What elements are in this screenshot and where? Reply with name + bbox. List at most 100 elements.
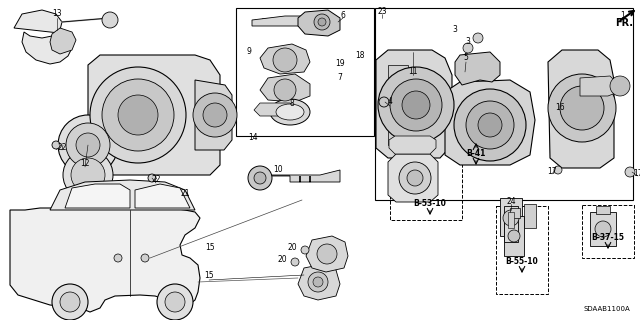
Circle shape [508,230,520,242]
Circle shape [466,101,514,149]
Circle shape [148,174,156,182]
Polygon shape [298,10,340,36]
Circle shape [273,48,297,72]
Text: 11: 11 [408,68,418,76]
Circle shape [66,123,110,167]
Circle shape [478,113,502,137]
Text: 6: 6 [340,11,346,20]
Text: 1: 1 [621,11,625,20]
Circle shape [248,166,272,190]
Polygon shape [10,208,200,312]
Circle shape [318,18,326,26]
Circle shape [399,162,431,194]
Text: 16: 16 [555,103,565,113]
Text: 22: 22 [151,175,161,185]
Text: FR.: FR. [615,18,633,28]
Bar [282,18,287,22]
Polygon shape [50,180,195,210]
Bar [236,8,374,136]
Polygon shape [270,170,340,182]
Circle shape [254,172,266,184]
Polygon shape [388,154,438,202]
Bar [388,65,408,145]
Circle shape [595,221,611,237]
Circle shape [157,284,193,320]
Bar [272,18,277,22]
Polygon shape [445,80,535,165]
Circle shape [390,79,442,131]
Text: B-41: B-41 [467,148,486,157]
Text: 5: 5 [463,53,468,62]
Text: B-53-10: B-53-10 [413,199,447,209]
Circle shape [473,33,483,43]
Circle shape [203,103,227,127]
Polygon shape [135,184,190,208]
Circle shape [118,95,158,135]
Circle shape [52,141,60,149]
Circle shape [52,284,88,320]
Circle shape [58,115,118,175]
Bar [262,18,267,22]
Ellipse shape [270,99,310,125]
Text: 12: 12 [80,159,90,169]
Text: 17: 17 [633,170,640,179]
Text: 18: 18 [355,52,365,60]
Circle shape [402,91,430,119]
Circle shape [76,133,100,157]
Circle shape [291,258,299,266]
Circle shape [71,158,105,192]
Polygon shape [389,136,436,154]
Polygon shape [50,28,76,54]
Polygon shape [260,44,310,74]
Text: SDAAB1100A: SDAAB1100A [583,306,630,312]
Text: 17: 17 [547,167,557,177]
Text: 7: 7 [337,74,342,83]
Circle shape [560,86,604,130]
Circle shape [102,12,118,28]
Text: 14: 14 [248,133,258,142]
Polygon shape [376,50,452,158]
Polygon shape [260,74,310,102]
Bar [390,148,462,220]
Text: 20: 20 [277,255,287,265]
Circle shape [193,93,237,137]
Text: 4: 4 [388,98,392,107]
Circle shape [378,67,454,143]
Text: B-55-10: B-55-10 [506,258,538,267]
Circle shape [314,14,330,30]
Polygon shape [298,264,340,300]
Circle shape [454,89,526,161]
Text: 10: 10 [273,165,283,174]
Bar [582,205,634,258]
Circle shape [625,167,635,177]
Circle shape [407,170,423,186]
Text: 21: 21 [180,189,189,198]
Bar [590,212,616,246]
Bar [504,206,518,242]
Circle shape [90,67,186,163]
Bar [500,198,522,236]
Circle shape [165,292,185,312]
Circle shape [141,254,149,262]
Polygon shape [65,184,130,208]
Circle shape [379,97,389,107]
Circle shape [317,244,337,264]
Bar [524,204,536,228]
Text: 13: 13 [52,10,62,19]
Circle shape [114,254,122,262]
Polygon shape [252,16,310,26]
Polygon shape [195,80,232,150]
Bar [496,206,548,294]
Bar [596,206,610,214]
Text: 20: 20 [287,244,297,252]
Polygon shape [548,50,614,168]
Circle shape [301,246,309,254]
Text: 3: 3 [465,37,470,46]
Polygon shape [306,236,348,272]
Circle shape [102,79,174,151]
Text: 24: 24 [506,197,516,206]
Circle shape [463,43,473,53]
Text: 8: 8 [290,100,294,108]
Bar [510,208,520,218]
Circle shape [610,76,630,96]
